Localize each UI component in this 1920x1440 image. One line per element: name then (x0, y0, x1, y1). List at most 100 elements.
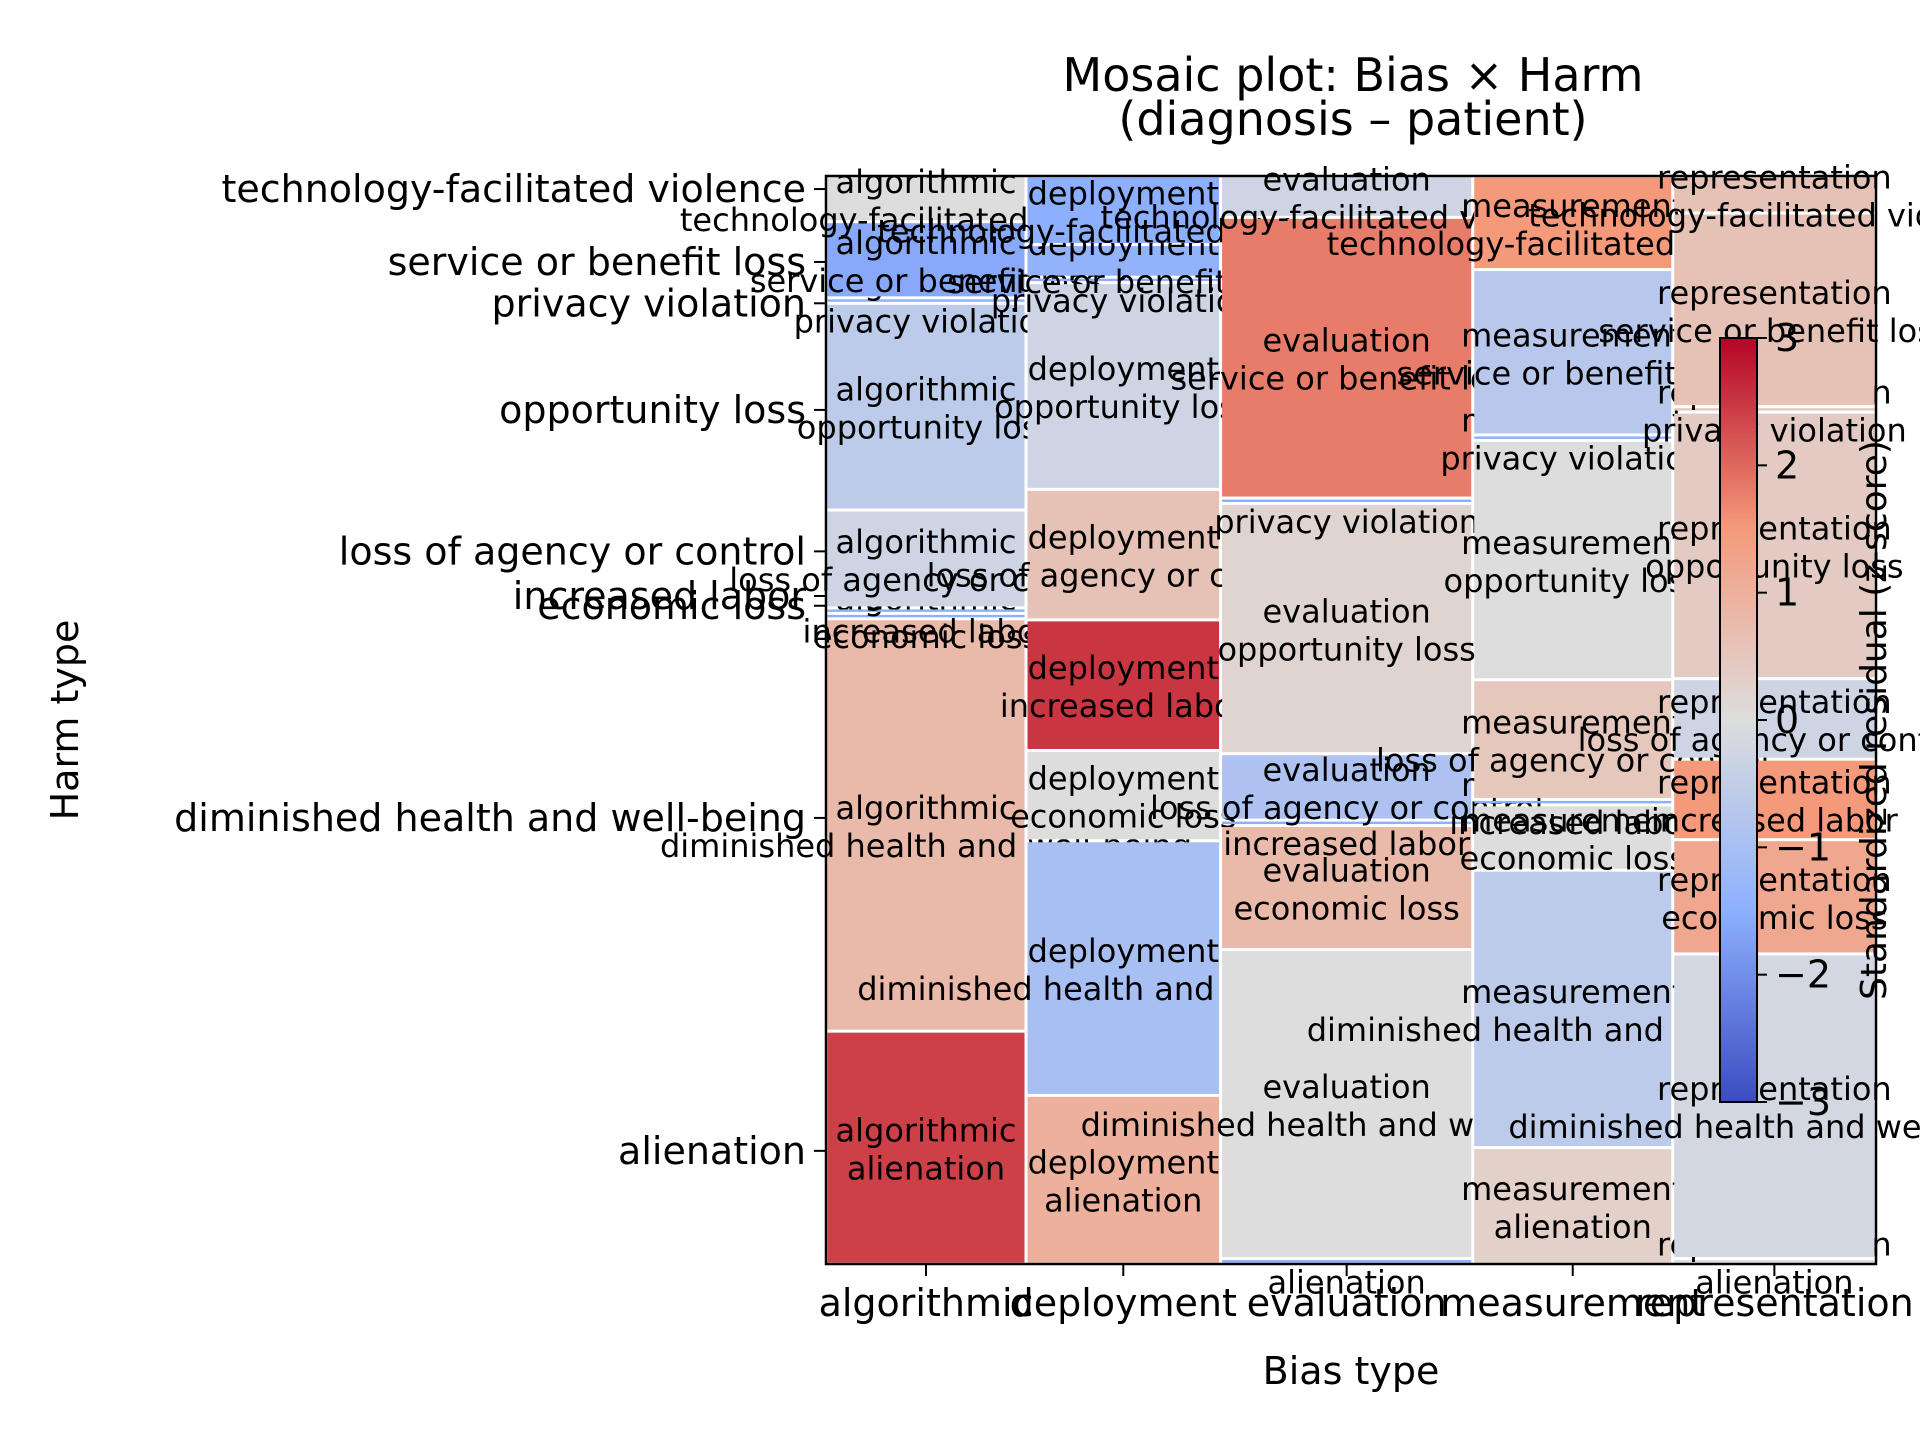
x-tick-label: deployment (1010, 1281, 1237, 1325)
cell-bias-label: measurement (1461, 1170, 1684, 1208)
mosaic-cell (1674, 760, 1875, 839)
cell-harm-label: increased labor (803, 613, 1051, 651)
cell-harm-label: service or benefit loss (1598, 312, 1920, 350)
cell-harm-label: opportunity loss (1645, 547, 1903, 585)
mosaic-cell (1027, 284, 1220, 488)
mosaic-cell (1222, 821, 1472, 825)
mosaic-cell (1027, 842, 1220, 1094)
cell-bias-label: deployment (1028, 1144, 1219, 1182)
mosaic-cell (1222, 499, 1472, 502)
mosaic-cell (827, 1032, 1025, 1263)
y-tick-label: increased labor (513, 574, 807, 618)
y-tick-label: opportunity loss (499, 388, 806, 432)
cell-harm-label: opportunity loss (797, 409, 1055, 447)
y-tick-label: diminished health and well-being (174, 796, 806, 840)
colorbar-tick-label: 1 (1775, 571, 1799, 615)
mosaic-cell (1474, 177, 1672, 269)
mosaic-cell (1027, 490, 1220, 619)
cell-harm-label: privacy violation (794, 303, 1059, 341)
colorbar-title: Standardized residual (z-score) (1854, 440, 1895, 1000)
mosaic-cell (1474, 800, 1672, 804)
colorbar: −3 −2 −1 0 1 2 3 Standardized residual (z-score… (1719, 316, 1895, 1124)
mosaic-cell (1222, 951, 1472, 1258)
cell-harm-label: economic loss (1233, 890, 1459, 928)
cell-harm-label: privacy violation (1440, 440, 1705, 478)
mosaic-cell (1474, 1149, 1672, 1263)
cell-harm-label: opportunity loss (994, 388, 1252, 426)
cell-bias-label: evaluation (1262, 1068, 1430, 1106)
cell-bias-label: measurement (1461, 316, 1684, 354)
cell-bias-label: evaluation (1262, 852, 1430, 890)
cell-harm-label: alienation (1494, 1208, 1652, 1246)
mosaic-cell (1027, 177, 1220, 244)
mosaic-cell (827, 614, 1025, 618)
cell-bias-label: deployment (1028, 649, 1219, 687)
mosaic-cell (1674, 408, 1875, 411)
cell-bias-label: deployment (1028, 932, 1219, 970)
y-axis-title: Harm type (43, 620, 87, 821)
mosaic-cell (1474, 806, 1672, 869)
cell-bias-label: deployment (1028, 174, 1219, 212)
cell-harm-label: economic loss (1460, 840, 1686, 878)
cell-bias-label: measurement (1461, 973, 1684, 1011)
colorbar-tick-label: 0 (1775, 698, 1799, 742)
cell-harm-label: increased labor (1449, 804, 1697, 842)
cell-bias-label: algorithmic (836, 1112, 1017, 1150)
mosaic-cell (1674, 413, 1875, 678)
cell-bias-label: deployment (1028, 519, 1219, 557)
plot-frame (824, 174, 1878, 1266)
cell-harm-label: economic loss (1661, 899, 1887, 937)
cell-harm-label: opportunity loss (1217, 631, 1475, 669)
cell-bias-label: representation (1657, 274, 1892, 312)
cell-bias-label: deployment (1028, 760, 1219, 798)
mosaic-cell (1222, 177, 1472, 216)
mosaic-cell (1027, 278, 1220, 282)
cell-harm-label: privacy violation (1214, 503, 1479, 541)
mosaic-cell (827, 177, 1025, 221)
mosaic-cell (1027, 751, 1220, 840)
mosaic-cell (1674, 177, 1875, 212)
cell-harm-label: economic loss (1010, 798, 1236, 836)
cell-bias-label: evaluation (1262, 322, 1430, 360)
x-tick-label: evaluation (1247, 1281, 1447, 1325)
cell-bias-label: representation (1657, 1070, 1892, 1108)
mosaic-cell (1674, 214, 1875, 406)
mosaic-cell (1674, 1260, 1875, 1263)
x-axis-title: Bias type (1263, 1349, 1440, 1393)
cell-harm-label: increased labor (1000, 687, 1248, 725)
cell-harm-label: service or benefit loss (1170, 360, 1522, 398)
cell-harm-label: increased labor (1223, 825, 1471, 863)
cell-harm-label: economic loss (813, 618, 1039, 656)
x-tick-label: measurement (1440, 1281, 1705, 1325)
x-tick-label: algorithmic (819, 1281, 1034, 1325)
cell-harm-label: alienation (847, 1150, 1005, 1188)
colorbar-tick-label: 2 (1775, 443, 1799, 487)
cell-bias-label: evaluation (1262, 161, 1430, 199)
cell-bias-label: algorithmic (836, 371, 1017, 409)
cell-bias-label: representation (1657, 861, 1892, 899)
colorbar-tick-label: −2 (1775, 953, 1831, 997)
cell-bias-label: evaluation (1262, 751, 1430, 789)
cell-bias-label: deployment (1028, 350, 1219, 388)
mosaic-cell (1027, 246, 1220, 276)
y-tick-label: service or benefit loss (388, 240, 806, 284)
y-tick-label: privacy violation (492, 281, 806, 325)
cell-bias-label: representation (1657, 158, 1892, 196)
mosaic-cell (827, 620, 1025, 1030)
colorbar-tick-label: −1 (1775, 825, 1831, 869)
cell-bias-label: measurement (1461, 802, 1684, 840)
mosaic-cell (1027, 1096, 1220, 1263)
cell-bias-label: algorithmic (836, 523, 1017, 561)
mosaic-cell (1222, 827, 1472, 949)
cell-harm-label: privacy violation (1642, 411, 1907, 449)
colorbar-gradient (1719, 337, 1758, 1103)
mosaic-cell (1222, 504, 1472, 753)
mosaic-cell (1674, 680, 1875, 758)
cell-bias-label: algorithmic (836, 789, 1017, 827)
cell-harm-label: increased labor (1651, 801, 1899, 839)
plot-area: algorithmicalienationalgorithmicdiminish… (660, 158, 1920, 1301)
cell-bias-label: evaluation (1262, 593, 1430, 631)
mosaic-cell (1222, 218, 1472, 497)
